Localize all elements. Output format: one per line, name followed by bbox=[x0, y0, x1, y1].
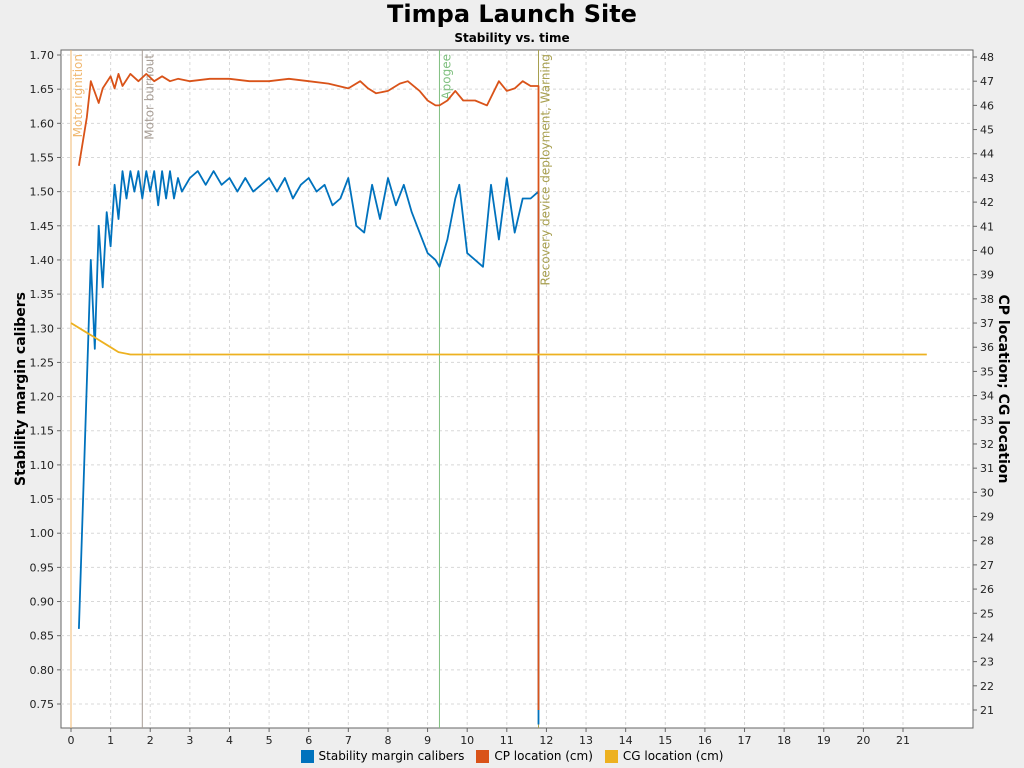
x-tick-label: 6 bbox=[305, 734, 312, 747]
series-cp-location-cm bbox=[78, 73, 540, 710]
plot-area bbox=[60, 49, 974, 729]
y-right-tick-label: 45 bbox=[980, 124, 994, 137]
y-right-tick-label: 34 bbox=[980, 390, 994, 403]
y-right-tick-label: 38 bbox=[980, 293, 994, 306]
x-tick-label: 7 bbox=[345, 734, 352, 747]
y-right-tick-label: 35 bbox=[980, 365, 994, 378]
y-right-tick-label: 32 bbox=[980, 438, 994, 451]
x-tick-label: 13 bbox=[579, 734, 593, 747]
x-tick-label: 3 bbox=[186, 734, 193, 747]
x-tick-label: 1 bbox=[107, 734, 114, 747]
y-right-tick-label: 39 bbox=[980, 269, 994, 282]
y-right-tick-label: 22 bbox=[980, 680, 994, 693]
x-tick-label: 16 bbox=[698, 734, 712, 747]
y-right-tick-label: 33 bbox=[980, 414, 994, 427]
y-left-tick-label: 1.20 bbox=[30, 391, 55, 404]
event-marker-label: Motor burnout bbox=[142, 54, 156, 140]
y-axis-left-label: Stability margin calibers bbox=[13, 292, 29, 486]
y-left-tick-label: 1.15 bbox=[30, 425, 55, 438]
y-left-tick-label: 0.80 bbox=[30, 664, 55, 677]
y-left-tick-label: 1.60 bbox=[30, 117, 55, 130]
y-left-tick-label: 1.10 bbox=[30, 459, 55, 472]
y-left-tick-label: 1.55 bbox=[30, 151, 55, 164]
x-tick-label: 12 bbox=[539, 734, 553, 747]
y-right-tick-label: 37 bbox=[980, 317, 994, 330]
y-left-tick-label: 1.50 bbox=[30, 186, 55, 199]
y-right-tick-label: 27 bbox=[980, 559, 994, 572]
y-right-tick-label: 25 bbox=[980, 607, 994, 620]
legend-item-cp: CP location (cm) bbox=[476, 749, 593, 763]
series-stability-margin-calibers bbox=[78, 170, 540, 725]
y-left-tick-label: 1.70 bbox=[30, 49, 55, 62]
axis-ticks: 0 1 2 3 4 5 6 7 8 9 10 11 12 13 14 15 16 17 18 19 20 210.750.… bbox=[30, 49, 995, 747]
x-tick-label: 10 bbox=[460, 734, 474, 747]
y-left-tick-label: 1.00 bbox=[30, 527, 55, 540]
y-left-tick-label: 1.45 bbox=[30, 220, 55, 233]
legend-label: CP location (cm) bbox=[494, 749, 593, 763]
x-tick-label: 2 bbox=[147, 734, 154, 747]
legend-item-stability: Stability margin calibers bbox=[300, 749, 465, 763]
y-left-tick-label: 1.05 bbox=[30, 493, 55, 506]
x-tick-label: 9 bbox=[424, 734, 431, 747]
y-left-tick-label: 1.25 bbox=[30, 356, 55, 369]
event-marker-label: Apogee bbox=[439, 54, 453, 100]
y-right-tick-label: 43 bbox=[980, 172, 994, 185]
x-tick-label: 0 bbox=[68, 734, 75, 747]
cp-swatch-icon bbox=[476, 749, 490, 763]
y-left-tick-label: 0.95 bbox=[30, 561, 55, 574]
y-right-tick-label: 36 bbox=[980, 341, 994, 354]
x-tick-label: 4 bbox=[226, 734, 233, 747]
y-left-tick-label: 1.40 bbox=[30, 254, 55, 267]
y-right-tick-label: 30 bbox=[980, 486, 994, 499]
x-tick-label: 18 bbox=[777, 734, 791, 747]
x-tick-label: 14 bbox=[619, 734, 633, 747]
legend-label: Stability margin calibers bbox=[318, 749, 465, 763]
y-axis-right-label: CP location; CG location bbox=[995, 295, 1011, 484]
x-tick-label: 20 bbox=[856, 734, 870, 747]
y-left-tick-label: 0.85 bbox=[30, 630, 55, 643]
y-left-tick-label: 1.30 bbox=[30, 322, 55, 335]
x-tick-label: 8 bbox=[384, 734, 391, 747]
x-tick-label: 15 bbox=[658, 734, 672, 747]
y-left-tick-label: 1.65 bbox=[30, 83, 55, 96]
y-right-tick-label: 28 bbox=[980, 535, 994, 548]
x-tick-label: 5 bbox=[266, 734, 273, 747]
y-right-tick-label: 21 bbox=[980, 704, 994, 717]
y-right-tick-label: 29 bbox=[980, 511, 994, 524]
y-right-tick-label: 40 bbox=[980, 244, 994, 257]
chart-subtitle: Stability vs. time bbox=[454, 31, 570, 45]
y-left-tick-label: 0.75 bbox=[30, 698, 55, 711]
series-cg-location-cm bbox=[70, 322, 927, 356]
y-right-tick-label: 44 bbox=[980, 148, 994, 161]
y-right-tick-label: 42 bbox=[980, 196, 994, 209]
data-series bbox=[70, 73, 927, 725]
y-left-tick-label: 0.90 bbox=[30, 596, 55, 609]
cg-swatch-icon bbox=[604, 749, 618, 763]
x-tick-label: 19 bbox=[817, 734, 831, 747]
event-marker-label: Motor ignition bbox=[71, 54, 85, 137]
y-right-tick-label: 24 bbox=[980, 631, 994, 644]
x-tick-label: 11 bbox=[500, 734, 514, 747]
legend: Stability margin calibers CP location (c… bbox=[0, 749, 1024, 763]
legend-item-cg: CG location (cm) bbox=[604, 749, 724, 763]
y-right-tick-label: 31 bbox=[980, 462, 994, 475]
y-right-tick-label: 46 bbox=[980, 99, 994, 112]
x-tick-label: 17 bbox=[738, 734, 752, 747]
y-right-tick-label: 48 bbox=[980, 51, 994, 64]
y-right-tick-label: 47 bbox=[980, 75, 994, 88]
chart-title: Timpa Launch Site bbox=[387, 0, 637, 28]
y-right-tick-label: 41 bbox=[980, 220, 994, 233]
y-right-tick-label: 26 bbox=[980, 583, 994, 596]
stability-swatch-icon bbox=[300, 749, 314, 763]
event-marker-label: Recovery device deployment, Warning bbox=[539, 54, 553, 285]
y-right-tick-label: 23 bbox=[980, 656, 994, 669]
y-left-tick-label: 1.35 bbox=[30, 288, 55, 301]
x-tick-label: 21 bbox=[896, 734, 910, 747]
legend-label: CG location (cm) bbox=[622, 749, 724, 763]
